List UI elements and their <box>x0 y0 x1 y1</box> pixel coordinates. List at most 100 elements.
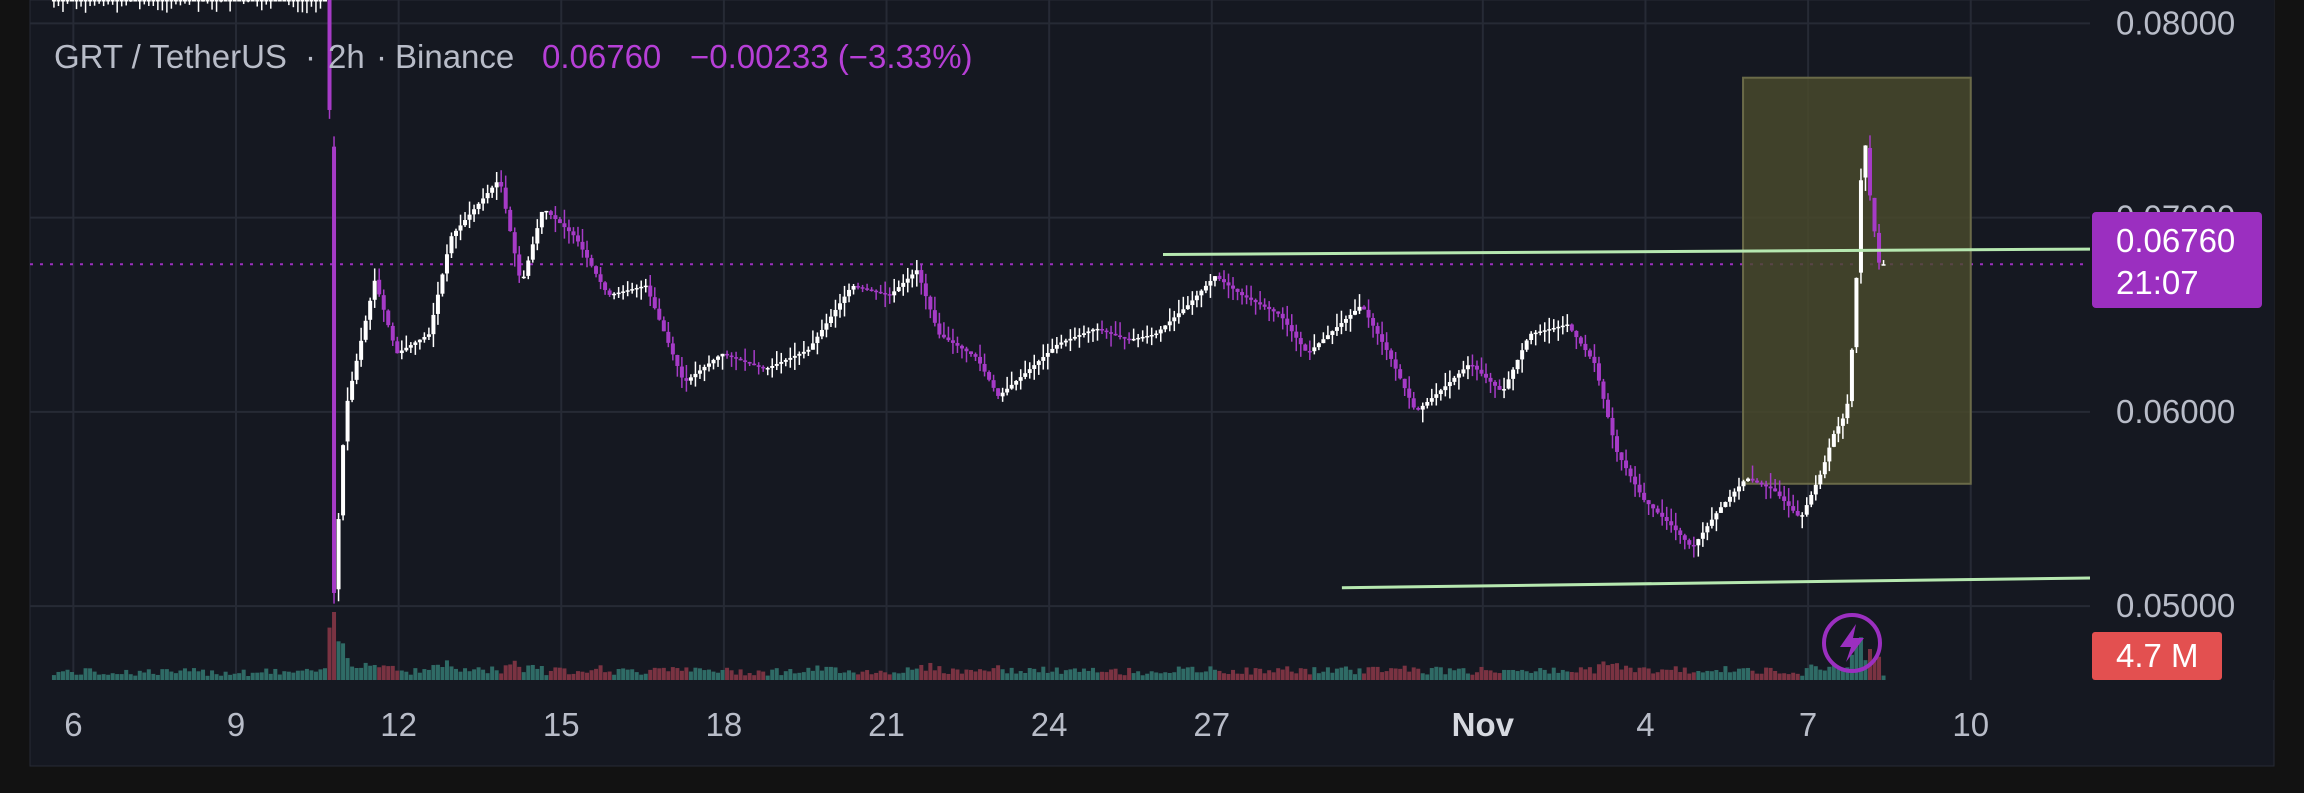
volume-bar <box>395 670 400 680</box>
volume-bar <box>1764 667 1769 680</box>
candle-body <box>1054 344 1059 349</box>
interval-label[interactable]: 2h <box>328 38 365 75</box>
volume-bar <box>919 664 924 680</box>
volume-bar <box>1551 667 1556 680</box>
volume-bar <box>422 669 427 680</box>
candle-body <box>1831 434 1836 447</box>
candle-body <box>178 0 183 2</box>
candle-body <box>756 365 761 367</box>
volume-bar <box>779 675 784 680</box>
volume-bar <box>1863 660 1868 680</box>
candle-body <box>603 282 608 291</box>
candle-body <box>1872 197 1877 232</box>
y-tick-label: 0.08000 <box>2116 4 2235 41</box>
candle-body <box>770 366 775 368</box>
volume-bar <box>1732 671 1737 680</box>
candle-body <box>589 258 594 266</box>
volume-bar <box>1605 665 1610 680</box>
volume-bar <box>652 667 657 680</box>
volume-bar <box>1700 672 1705 680</box>
candle-body <box>1682 535 1687 540</box>
volume-bar <box>1587 667 1592 680</box>
volume-bar <box>937 666 942 680</box>
volume-bar <box>214 674 219 680</box>
candle-body <box>182 0 187 2</box>
volume-bar <box>1181 668 1186 680</box>
volume-bar <box>819 670 824 680</box>
volume-bar <box>1068 669 1073 680</box>
candle-body <box>359 340 364 360</box>
candle-body <box>1086 331 1091 334</box>
volume-bar <box>431 665 436 680</box>
x-tick-label: 15 <box>543 706 580 743</box>
candle-body <box>1005 388 1010 393</box>
candle-body <box>1474 365 1479 370</box>
y-tick-label: 0.05000 <box>2116 587 2235 624</box>
volume-bar <box>79 674 84 680</box>
trendline[interactable] <box>1162 247 2091 257</box>
symbol-label[interactable]: GRT / TetherUS <box>54 38 287 75</box>
volume-bar <box>408 674 413 680</box>
volume-bar <box>1877 656 1882 680</box>
volume-bar <box>679 670 684 680</box>
candle-body <box>431 314 436 335</box>
volume-bar <box>1533 671 1538 680</box>
volume-bar <box>688 671 693 680</box>
volume-bar <box>589 670 594 680</box>
candle-body <box>819 330 824 337</box>
volume-bar <box>1140 675 1145 680</box>
candle-body <box>1208 280 1213 286</box>
candle-body <box>146 0 151 2</box>
candle-body <box>454 230 459 236</box>
candle-body <box>1362 306 1367 310</box>
volume-bar <box>1465 673 1470 680</box>
volume-bar <box>1303 668 1308 680</box>
candle-body <box>1691 544 1696 547</box>
exchange-label[interactable]: Binance <box>395 38 514 75</box>
candle-body <box>327 0 332 110</box>
volume-bar <box>1746 667 1751 680</box>
x-tick-label: 6 <box>64 706 82 743</box>
candle-body <box>1840 418 1845 426</box>
candle-body <box>1619 452 1624 461</box>
trendlines[interactable] <box>1162 247 2091 590</box>
volume-bar <box>1538 668 1543 680</box>
volume-bar <box>499 673 504 680</box>
volume-bar <box>1095 672 1100 680</box>
candle-body <box>1637 484 1642 493</box>
candle-body <box>1777 491 1782 497</box>
volume-bar <box>1163 672 1168 680</box>
candle-body <box>612 293 617 296</box>
candle-body <box>594 266 599 274</box>
volume-bar <box>1194 672 1199 680</box>
candle-body <box>883 293 888 295</box>
volume-bar <box>1782 673 1787 680</box>
candle-body <box>1493 381 1498 386</box>
candle-body <box>210 0 215 2</box>
volume-bar <box>675 668 680 680</box>
candle-body <box>1791 506 1796 511</box>
volume-bar <box>368 665 373 680</box>
candle-body <box>1425 401 1430 406</box>
volume-bar <box>548 670 553 680</box>
volume-bar <box>259 672 264 680</box>
volume-bar <box>1723 666 1728 680</box>
snapshot-button[interactable] <box>1822 613 1882 673</box>
volume-bar <box>1081 668 1086 680</box>
candle-body <box>1253 299 1258 303</box>
candle-body <box>142 0 147 2</box>
volume-bar <box>1402 665 1407 680</box>
candle-body <box>1348 314 1353 319</box>
candle-body <box>1511 369 1516 379</box>
candle-body <box>345 400 350 442</box>
volume-bar <box>828 666 833 680</box>
candle-body <box>1479 369 1484 374</box>
volume-bar <box>1800 675 1805 680</box>
candle-body <box>463 220 468 226</box>
price-axis[interactable] <box>2090 0 2274 680</box>
candle-body <box>833 309 838 317</box>
volume-bar <box>210 670 215 680</box>
trendline[interactable] <box>1341 576 2091 590</box>
volume-bar <box>1276 668 1281 680</box>
